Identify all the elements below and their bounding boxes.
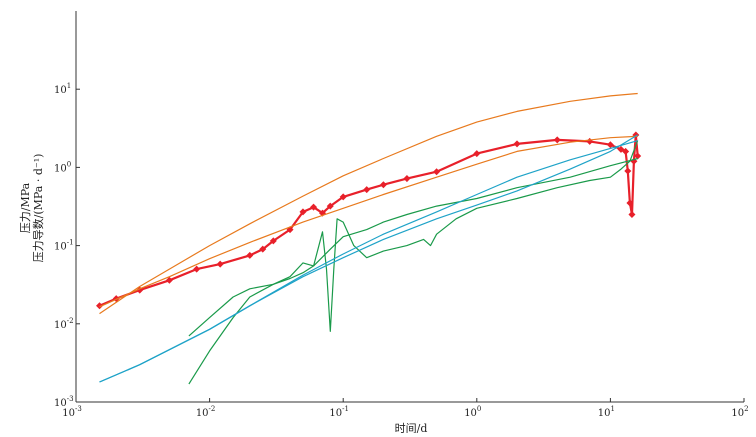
data-point-marker — [628, 210, 636, 218]
data-point-marker — [246, 251, 254, 259]
y-tick-label: 10-2 — [54, 317, 74, 331]
series-line-measured-derivative — [188, 157, 638, 385]
data-point-marker — [433, 168, 441, 176]
y-tick-label: 10-3 — [54, 395, 74, 409]
series-line-model-pressure — [99, 135, 638, 308]
data-point-marker — [634, 152, 642, 160]
data-point-marker — [363, 186, 371, 194]
series-line-model-derivative — [99, 140, 638, 383]
data-point-marker — [193, 265, 201, 273]
data-point-marker — [617, 145, 625, 153]
y-axis-label-pressure: 压力/MPa — [19, 182, 32, 233]
data-point-marker — [112, 295, 120, 303]
data-point-marker — [259, 245, 267, 253]
y-tick-label: 101 — [54, 82, 71, 96]
series-line-measured-derivative — [188, 140, 639, 337]
data-point-marker — [286, 226, 294, 234]
axes-layer — [75, 11, 744, 403]
y-axis-label-derivative: 压力导数/(MPa · d⁻¹) — [32, 154, 45, 263]
x-tick-label: 10-1 — [329, 405, 349, 419]
series-line-measured-pressure — [99, 133, 639, 307]
data-point-marker — [216, 260, 224, 268]
data-point-marker — [606, 141, 614, 149]
x-axis-label: 时间/d — [395, 422, 428, 433]
y-tick-label: 10-1 — [54, 239, 74, 253]
x-tick-label: 100 — [464, 405, 481, 419]
data-point-marker — [403, 175, 411, 183]
ticks-layer: 10-3 10-2 10-1 100 101 102 10-3 10-2 10-1 100 101 — [54, 82, 749, 419]
data-point-marker — [165, 276, 173, 284]
data-point-marker — [626, 199, 634, 207]
data-point-marker — [269, 237, 277, 245]
data-point-marker — [379, 181, 387, 189]
x-tick-label: 101 — [598, 405, 615, 419]
data-point-marker — [339, 193, 347, 201]
data-point-marker — [473, 150, 481, 158]
y-tick-label: 100 — [54, 160, 71, 174]
data-point-marker — [553, 136, 561, 144]
data-point-marker — [513, 140, 521, 148]
series-line-model-pressure — [99, 92, 638, 315]
x-tick-label: 10-3 — [62, 405, 82, 419]
series-layer — [96, 92, 642, 385]
data-point-marker — [624, 167, 632, 175]
data-point-marker — [326, 202, 334, 210]
x-tick-label: 10-2 — [196, 405, 216, 419]
data-point-marker — [299, 208, 307, 216]
data-point-marker — [310, 203, 318, 211]
x-tick-label: 102 — [731, 405, 748, 419]
data-point-marker — [622, 147, 630, 155]
data-point-marker — [96, 302, 104, 310]
series-line-model-derivative — [99, 134, 639, 383]
